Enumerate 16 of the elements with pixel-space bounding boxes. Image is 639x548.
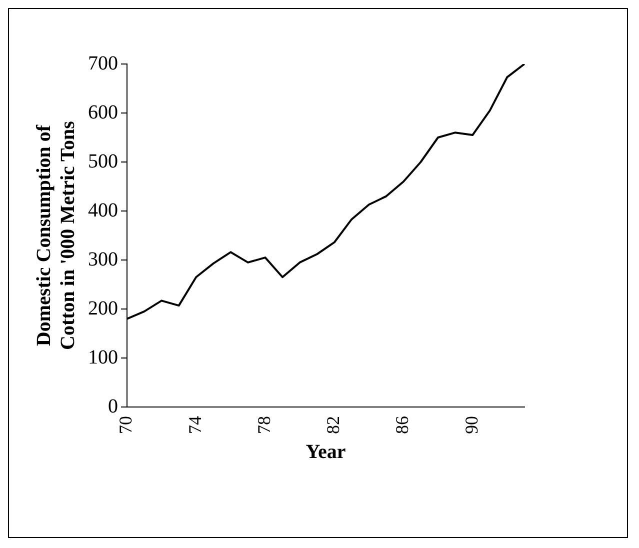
x-tick-label: 90 [461,416,482,434]
y-tick-label: 700 [88,52,118,74]
y-tick-label: 200 [88,297,118,320]
y-tick-label: 100 [88,346,118,368]
x-tick-label: 78 [254,416,274,434]
y-tick-label: 300 [88,248,118,270]
y-tick-label: 600 [88,101,118,124]
x-tick-label: 70 [116,416,136,434]
x-tick-label: 82 [323,416,344,434]
x-tick-label: 86 [392,416,412,434]
x-tick-label: 74 [184,416,205,434]
y-tick-label: 500 [88,150,118,172]
y-tick-label: 400 [88,199,118,222]
y-tick-label: 0 [108,395,118,418]
y-axis-title: Domestic Consumption of Cotton in '000 Metric Tons [33,120,80,350]
x-axis-title: Year [306,441,346,464]
